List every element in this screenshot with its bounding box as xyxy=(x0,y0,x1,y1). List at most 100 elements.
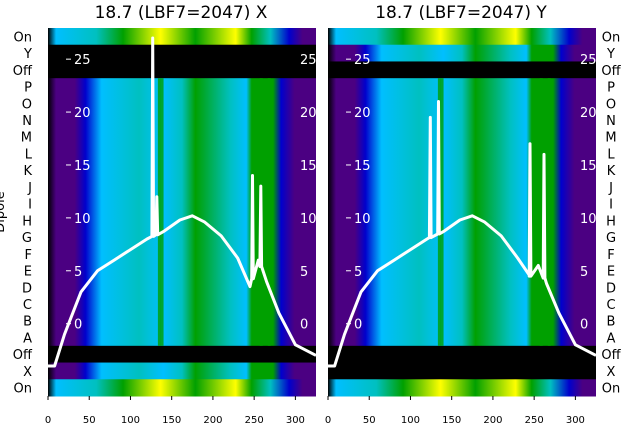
heat-row-17 xyxy=(48,312,316,330)
overlay-tick-label-right-2: 15 xyxy=(580,159,597,174)
row-label-7: L xyxy=(607,147,615,162)
row-label-11: H xyxy=(606,214,616,229)
heat-streak-1 xyxy=(160,78,164,346)
overlay-tick-label-right-5: 0 xyxy=(300,318,308,333)
row-label-18: A xyxy=(23,331,32,346)
overlay-tick-label-right-1: 20 xyxy=(300,106,317,121)
x-tick-label-0: 0 xyxy=(325,415,331,426)
heat-row-10 xyxy=(328,195,596,213)
row-label-14: E xyxy=(607,265,615,280)
row-label-15: D xyxy=(22,281,32,296)
overlay-tick-label-4: 5 xyxy=(354,265,362,280)
row-label-7: L xyxy=(25,147,33,162)
heat-row-20 xyxy=(328,362,596,380)
row-label-19: Off xyxy=(13,348,33,363)
x-tick-label-6: 300 xyxy=(286,415,305,426)
row-label-1: Y xyxy=(606,47,615,62)
row-label-17: B xyxy=(607,315,616,330)
heat-streak-3 xyxy=(539,78,543,346)
heat-row-8 xyxy=(48,161,316,180)
heat-row-0 xyxy=(328,28,596,46)
heat-row-3 xyxy=(48,78,316,96)
x-tick-label-5: 250 xyxy=(245,415,264,426)
x-tick-label-1: 50 xyxy=(363,415,376,426)
row-label-12: G xyxy=(606,231,616,246)
row-label-1: Y xyxy=(23,47,32,62)
heat-row-3 xyxy=(328,78,596,96)
overlay-tick-label-2: 15 xyxy=(354,159,371,174)
x-tick-label-3: 150 xyxy=(442,415,461,426)
row-label-10: I xyxy=(28,198,32,213)
panel-x-overlay-ticks: 25 25 20 20 15 15 10 10 5 5 0 0 xyxy=(66,53,317,333)
overlay-tick-label-right-0: 25 xyxy=(300,53,317,68)
overlay-tick-label-right-3: 10 xyxy=(300,212,317,227)
overlay-tick-label-2: 15 xyxy=(74,159,91,174)
heat-row-21 xyxy=(328,379,596,397)
heat-row-7 xyxy=(48,145,316,163)
overlay-tick-label-right-0: 25 xyxy=(580,53,597,68)
x-tick-label-2: 100 xyxy=(121,415,140,426)
panel-x-ylabel: Dipole xyxy=(0,191,8,232)
overlay-tick-label-right-5: 0 xyxy=(580,318,588,333)
x-tick-label-6: 300 xyxy=(566,415,585,426)
x-tick-label-1: 50 xyxy=(83,415,96,426)
overlay-tick-label-right-2: 15 xyxy=(300,159,317,174)
overlay-tick-label-3: 10 xyxy=(74,212,91,227)
overlay-tick-label-4: 5 xyxy=(74,265,82,280)
row-label-19: Off xyxy=(601,348,621,363)
panel-y-series-line xyxy=(328,100,597,368)
heat-row-12 xyxy=(48,228,316,246)
heat-row-12 xyxy=(328,228,596,246)
overlay-tick-label-right-1: 20 xyxy=(580,106,597,121)
row-label-11: H xyxy=(22,214,32,229)
heat-row-5 xyxy=(328,111,596,129)
row-label-18: A xyxy=(607,331,616,346)
heat-row-15 xyxy=(328,278,596,297)
heat-row-6 xyxy=(48,128,316,146)
row-label-20: X xyxy=(23,365,32,380)
heat-row-6 xyxy=(328,128,596,146)
row-label-5: N xyxy=(22,114,32,129)
overlay-tick-label-5: 0 xyxy=(354,318,362,333)
row-label-2: Off xyxy=(13,64,33,79)
heat-streak-2 xyxy=(267,78,271,346)
heat-streak-2 xyxy=(547,78,551,346)
row-label-12: G xyxy=(22,231,32,246)
heat-row-10 xyxy=(48,195,316,213)
x-tick-label-4: 200 xyxy=(483,415,502,426)
x-tick-label-2: 100 xyxy=(401,415,420,426)
heat-row-13 xyxy=(328,245,596,263)
row-label-21: On xyxy=(602,382,620,397)
row-label-13: F xyxy=(25,248,32,263)
row-label-17: B xyxy=(23,315,32,330)
heat-row-4 xyxy=(328,94,596,113)
heat-row-16 xyxy=(328,295,596,313)
x-tick-label-3: 150 xyxy=(162,415,181,426)
row-label-14: E xyxy=(24,265,32,280)
panel-x-title: 18.7 (LBF7=2047) X xyxy=(95,3,268,23)
heat-streak-0 xyxy=(157,78,161,346)
row-label-16: C xyxy=(23,298,32,313)
heat-row-4 xyxy=(48,94,316,113)
row-label-9: J xyxy=(27,181,32,196)
row-label-3: P xyxy=(24,81,32,96)
row-label-16: C xyxy=(606,298,615,313)
overlay-tick-label-1: 20 xyxy=(74,106,91,121)
overlay-tick-label-right-4: 5 xyxy=(300,265,308,280)
heat-row-17 xyxy=(328,312,596,330)
heat-row-1 xyxy=(328,44,596,62)
heat-row-2 xyxy=(328,61,596,79)
heat-row-5 xyxy=(48,111,316,129)
overlay-tick-label-right-3: 10 xyxy=(580,212,597,227)
overlay-tick-label-1: 20 xyxy=(354,106,371,121)
panel-y: 18.7 (LBF7=2047) Y On Y Off PONMLKJIHGFEDCB… xyxy=(325,3,622,426)
row-label-15: D xyxy=(606,281,616,296)
row-label-20: X xyxy=(607,365,616,380)
overlay-tick-label-0: 25 xyxy=(74,53,91,68)
heat-row-19 xyxy=(48,345,316,364)
x-tick-label-0: 0 xyxy=(45,415,51,426)
panel-y-overlay-ticks: 25 25 20 20 15 15 10 10 5 5 0 0 xyxy=(346,53,597,333)
heat-row-9 xyxy=(328,178,596,196)
heat-row-18 xyxy=(48,329,316,347)
